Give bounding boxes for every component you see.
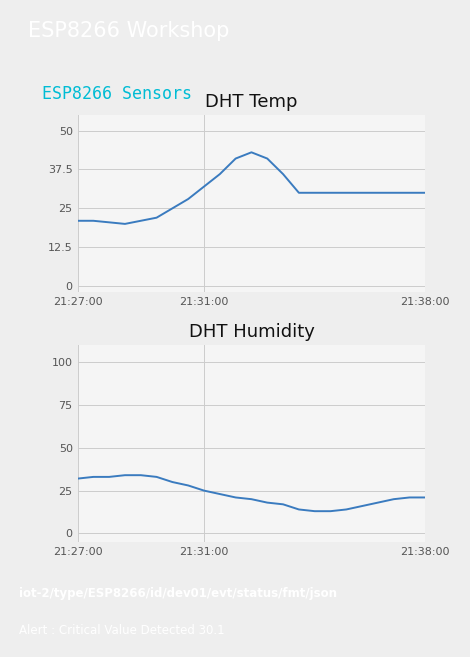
Text: ESP8266 Sensors: ESP8266 Sensors — [42, 85, 192, 102]
Text: iot-2/type/ESP8266/id/dev01/evt/status/fmt/json: iot-2/type/ESP8266/id/dev01/evt/status/f… — [19, 587, 337, 600]
Title: DHT Humidity: DHT Humidity — [188, 323, 314, 340]
Title: DHT Temp: DHT Temp — [205, 93, 298, 110]
Text: Alert : Critical Value Detected 30.1: Alert : Critical Value Detected 30.1 — [19, 624, 225, 637]
Text: ESP8266 Workshop: ESP8266 Workshop — [28, 21, 229, 41]
